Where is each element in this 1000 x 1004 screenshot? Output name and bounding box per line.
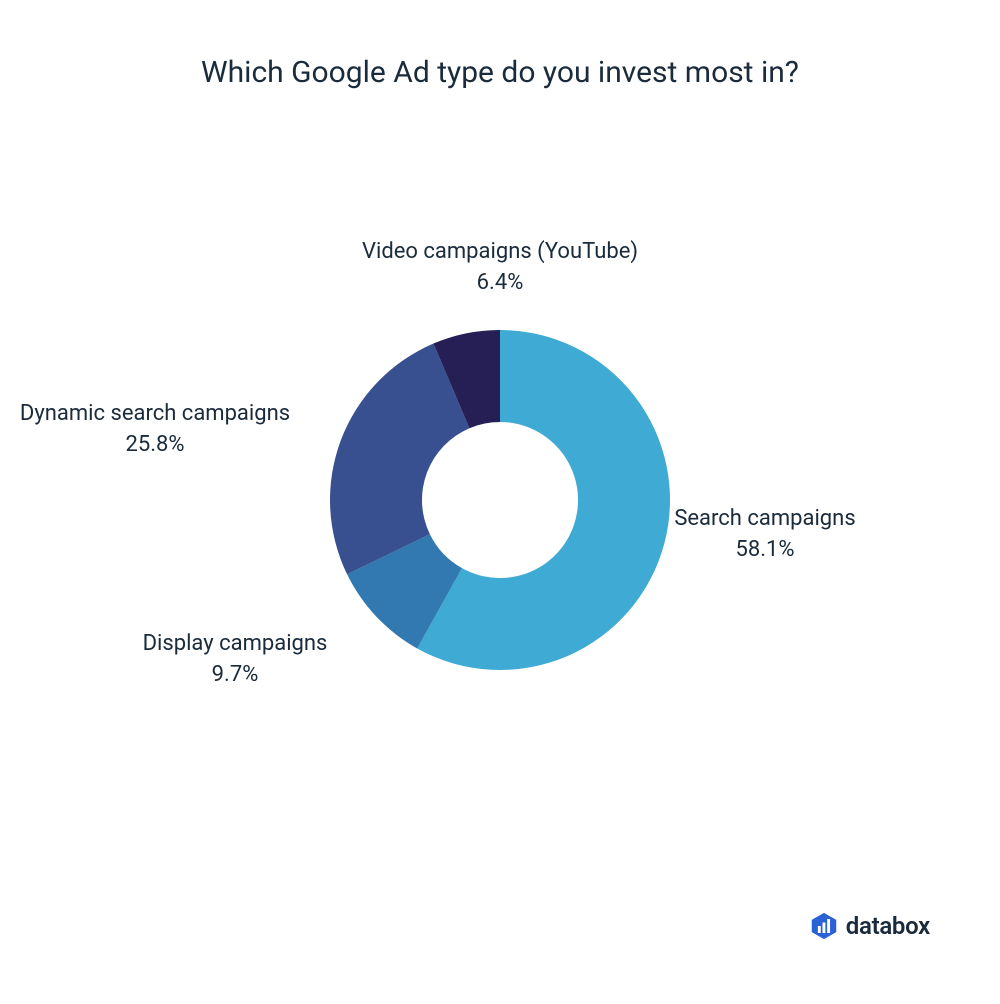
slice-label-name: Video campaigns (YouTube) bbox=[362, 237, 638, 268]
slice-label: Search campaigns58.1% bbox=[674, 504, 855, 566]
brand-name: databox bbox=[846, 912, 930, 940]
slice-label-percent: 6.4% bbox=[362, 268, 638, 299]
databox-logo-icon bbox=[810, 912, 838, 940]
slice-label: Display campaigns9.7% bbox=[143, 629, 328, 691]
slice-label-name: Search campaigns bbox=[674, 504, 855, 535]
slice-label-percent: 25.8% bbox=[20, 430, 290, 461]
slice-label: Dynamic search campaigns25.8% bbox=[20, 399, 290, 461]
slice-label-percent: 58.1% bbox=[674, 535, 855, 566]
slice-label-name: Dynamic search campaigns bbox=[20, 399, 290, 430]
slice-label-name: Display campaigns bbox=[143, 629, 328, 660]
brand-logo: databox bbox=[810, 912, 930, 940]
donut-chart bbox=[0, 0, 1000, 1000]
slice-label: Video campaigns (YouTube)6.4% bbox=[362, 237, 638, 299]
slice-label-percent: 9.7% bbox=[143, 660, 328, 691]
